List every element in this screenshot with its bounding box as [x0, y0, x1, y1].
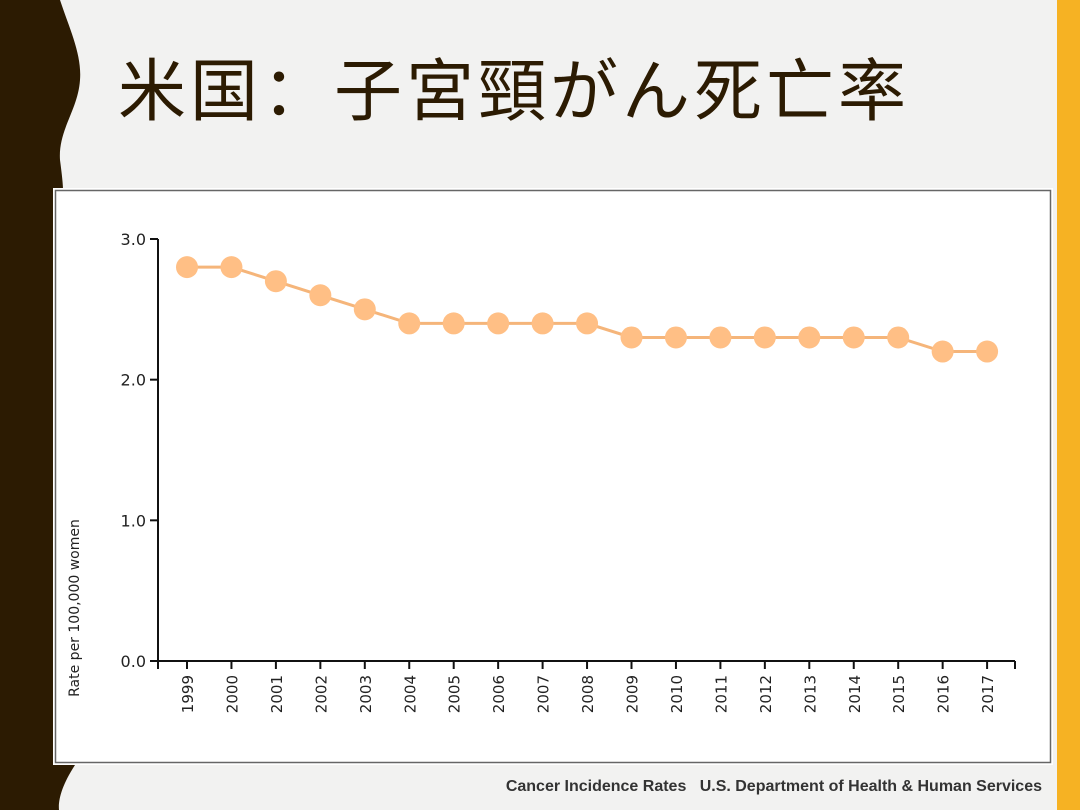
data-point-2012 [753, 326, 776, 349]
x-tick-label: 2003 [357, 675, 375, 713]
data-point-2005 [442, 312, 465, 335]
slide-title: 米国：子宮頸がん死亡率 [118, 53, 911, 132]
data-point-2002 [309, 284, 332, 307]
data-point-2016 [931, 340, 954, 363]
x-tick-label: 2015 [890, 675, 908, 713]
data-point-2001 [264, 270, 287, 293]
y-tick-label: 0.0 [121, 652, 146, 671]
x-tick-label: 2006 [490, 675, 508, 713]
x-tick-label: 2010 [668, 675, 686, 713]
data-point-2014 [842, 326, 865, 349]
x-tick-label: 2014 [846, 675, 864, 713]
x-tick-label: 2017 [979, 675, 997, 713]
data-point-2000 [220, 256, 243, 279]
x-tick-label: 2009 [624, 675, 642, 713]
chart-panel: 0.0 1.0 2.0 3.0 1999 2000 2001 2002 2003 2004 2005… [53, 188, 1053, 765]
x-tick-label: 2001 [268, 675, 286, 713]
data-point-2017 [976, 340, 999, 363]
data-point-2003 [353, 298, 376, 321]
data-point-2010 [664, 326, 687, 349]
data-point-2013 [798, 326, 821, 349]
x-tick-label: 1999 [179, 675, 197, 713]
right-accent-bar [1057, 0, 1080, 810]
x-tick-label: 2000 [223, 675, 241, 713]
data-point-2009 [620, 326, 643, 349]
x-tick-label: 2016 [935, 675, 953, 713]
data-point-2011 [709, 326, 732, 349]
x-tick-label: 2011 [712, 675, 730, 713]
data-point-2008 [576, 312, 599, 335]
data-point-2006 [487, 312, 510, 335]
x-tick-label: 2008 [579, 675, 597, 713]
y-tick-label: 3.0 [121, 230, 146, 249]
data-point-2015 [887, 326, 910, 349]
data-point-1999 [176, 256, 198, 279]
data-point-2007 [531, 312, 554, 335]
x-tick-label: 2013 [801, 675, 819, 713]
series-line [187, 265, 988, 354]
source-citation: Cancer Incidence Rates U.S. Department o… [505, 778, 1042, 795]
x-tick-label: 2005 [446, 675, 464, 713]
y-tick-label: 2.0 [121, 371, 146, 390]
line-chart: 0.0 1.0 2.0 3.0 1999 2000 2001 2002 2003 2004 2005… [54, 189, 1052, 764]
x-tick-label: 2012 [757, 675, 775, 713]
x-tick-label: 2004 [401, 675, 419, 713]
y-axis-label: Rate per 100,000 women [67, 519, 83, 697]
x-tick-label: 2002 [312, 675, 330, 713]
y-tick-label: 1.0 [121, 511, 146, 530]
x-tick-label: 2007 [535, 675, 553, 713]
chart-border [54, 189, 1052, 764]
data-point-2004 [398, 312, 421, 335]
